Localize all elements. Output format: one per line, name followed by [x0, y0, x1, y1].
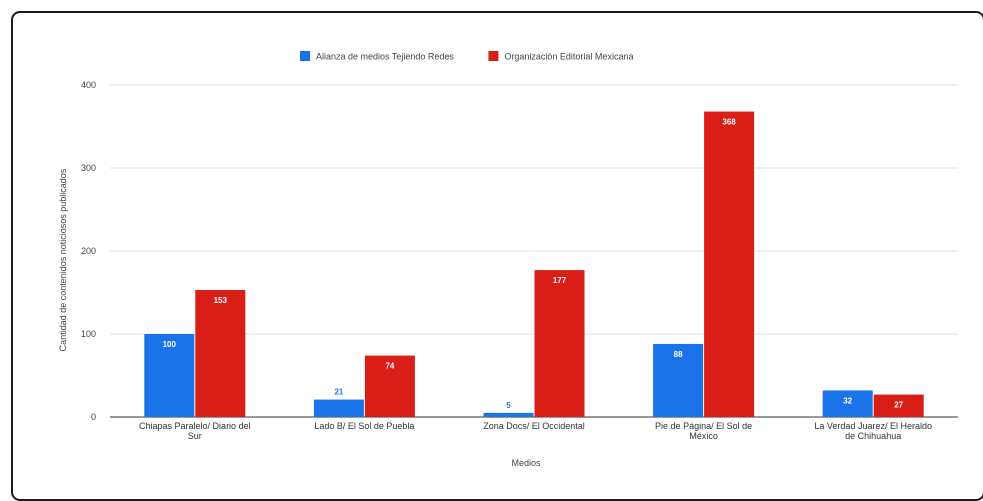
data-label: 88: [674, 350, 683, 359]
x-tick-label: Pie de Página/ El Sol de México: [655, 421, 752, 441]
bar-alianza: [653, 343, 704, 417]
bars: [144, 111, 924, 417]
gridlines: [110, 84, 958, 418]
bar-oem: [873, 394, 924, 417]
bar-alianza: [483, 412, 534, 417]
data-label: 21: [334, 388, 343, 397]
bar-alianza: [313, 399, 364, 417]
legend-swatch: [488, 51, 499, 61]
bar-alianza: [144, 334, 195, 417]
y-tick-label: 400: [81, 80, 96, 90]
bar-alianza: [822, 390, 873, 417]
data-label: 153: [214, 296, 228, 305]
data-label: 32: [843, 396, 852, 405]
data-label: 368: [722, 118, 736, 127]
data-label: 74: [385, 362, 394, 371]
legend-label: Alianza de medios Tejiendo Redes: [316, 52, 454, 62]
bar-oem: [534, 270, 585, 417]
x-tick-label: Zona Docs/ El Occidental: [483, 421, 585, 431]
x-tick-label: Lado B/ El Sol de Puebla: [314, 421, 414, 431]
data-labels: 100 153 21 74 5 177 88 368 32 27: [163, 118, 904, 410]
data-label: 177: [553, 276, 567, 285]
chart-frame: [11, 11, 983, 501]
y-tick-label: 0: [91, 412, 96, 422]
y-tick-label: 300: [81, 163, 96, 173]
data-label: 100: [163, 340, 177, 349]
legend: Alianza de medios Tejiendo Redes Organiza…: [300, 51, 633, 62]
x-axis-ticks: Chiapas Paralelo/ Diario del Sur Lado B/ E…: [139, 421, 932, 441]
x-axis-title: Medios: [511, 458, 541, 468]
y-axis-ticks: 0 100 200 300 400: [81, 80, 96, 422]
bar-oem: [704, 111, 755, 417]
y-tick-label: 100: [81, 329, 96, 339]
x-tick-label: Chiapas Paralelo/ Diario del Sur: [139, 421, 251, 441]
data-label: 5: [506, 401, 511, 410]
x-tick-label: La Verdad Juarez/ El Heraldo de Chihuahua: [814, 421, 932, 441]
data-label: 27: [894, 401, 903, 410]
y-axis-title: Cantidad de contenidos noticiosos public…: [58, 168, 68, 351]
bar-oem: [195, 290, 246, 417]
bar-oem: [364, 355, 415, 417]
legend-swatch: [300, 51, 310, 61]
y-tick-label: 200: [81, 246, 96, 256]
legend-label: Organización Editorial Mexicana: [504, 52, 633, 62]
